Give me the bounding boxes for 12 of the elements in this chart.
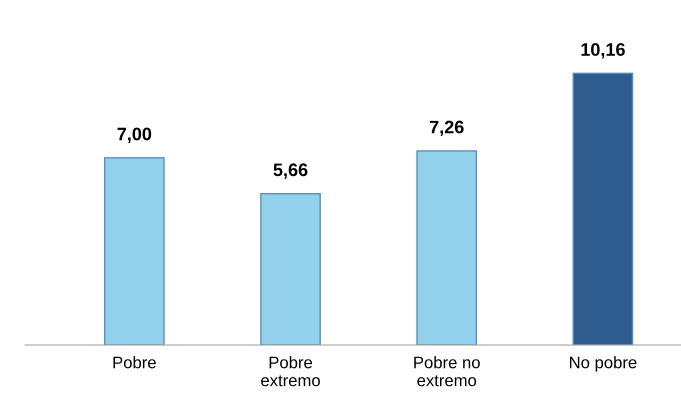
x-tick-label: Pobre extremo [261, 356, 320, 386]
data-label: 7,00 [118, 128, 152, 143]
data-label: 5,66 [274, 163, 308, 179]
bar [104, 157, 165, 345]
bar [260, 192, 321, 345]
bar [572, 72, 634, 345]
data-label: 7,26 [430, 120, 464, 136]
bar [416, 150, 478, 345]
data-label: 10,16 [581, 43, 625, 59]
x-tick-label: Pobre [113, 356, 156, 368]
x-tick-label: No pobre [570, 356, 636, 372]
x-tick-label: Pobre no extremo [414, 356, 480, 386]
